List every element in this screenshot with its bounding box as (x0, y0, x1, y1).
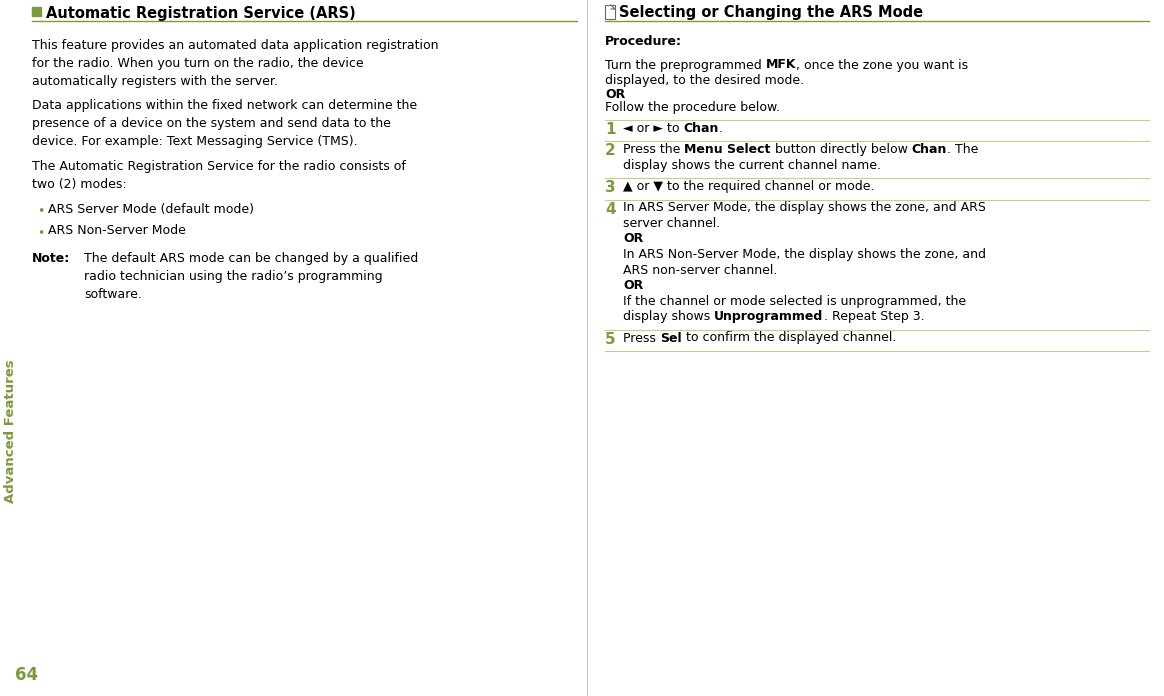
Text: Selecting or Changing the ARS Mode: Selecting or Changing the ARS Mode (619, 5, 923, 20)
Text: 4: 4 (605, 202, 616, 216)
Text: ◄ or ► to: ◄ or ► to (623, 122, 683, 134)
Text: Chan: Chan (911, 143, 947, 156)
Text: OR: OR (605, 88, 625, 100)
Text: Menu Select: Menu Select (684, 143, 771, 156)
Text: Press the: Press the (623, 143, 684, 156)
Text: This feature provides an automated data application registration
for the radio. : This feature provides an automated data … (31, 39, 439, 88)
Text: , once the zone you want is: , once the zone you want is (796, 58, 968, 72)
Text: In ARS Server Mode, the display shows the zone, and ARS: In ARS Server Mode, the display shows th… (623, 202, 986, 214)
Text: Press: Press (623, 331, 660, 345)
Text: OR: OR (623, 232, 644, 246)
Text: Follow the procedure below.: Follow the procedure below. (605, 101, 780, 114)
Text: 1: 1 (605, 122, 616, 136)
Text: .: . (719, 122, 723, 134)
Text: The default ARS mode can be changed by a qualified
radio technician using the ra: The default ARS mode can be changed by a… (84, 252, 418, 301)
Text: button directly below: button directly below (771, 143, 911, 156)
Text: Procedure:: Procedure: (605, 35, 682, 48)
Text: 3: 3 (605, 180, 616, 195)
Bar (31, 7, 41, 16)
Text: 2: 2 (605, 143, 616, 158)
Text: Data applications within the fixed network can determine the
presence of a devic: Data applications within the fixed netwo… (31, 100, 417, 148)
Text: The Automatic Registration Service for the radio consists of
two (2) modes:: The Automatic Registration Service for t… (31, 160, 406, 191)
Text: OR: OR (623, 279, 644, 292)
Text: Sel: Sel (660, 331, 681, 345)
Text: displayed, to the desired mode.: displayed, to the desired mode. (605, 74, 804, 87)
Text: Advanced Features: Advanced Features (5, 360, 17, 503)
Text: display shows: display shows (623, 310, 715, 323)
Text: ARS non-server channel.: ARS non-server channel. (623, 264, 778, 276)
Text: 5: 5 (605, 331, 616, 347)
Text: Chan: Chan (683, 122, 719, 134)
Text: If the channel or mode selected is unprogrammed, the: If the channel or mode selected is unpro… (623, 294, 966, 308)
Text: In ARS Non-Server Mode, the display shows the zone, and: In ARS Non-Server Mode, the display show… (623, 248, 986, 261)
Text: server channel.: server channel. (623, 217, 721, 230)
Text: . The: . The (947, 143, 979, 156)
Text: Automatic Registration Service (ARS): Automatic Registration Service (ARS) (47, 6, 356, 21)
Text: Turn the preprogrammed: Turn the preprogrammed (605, 58, 766, 72)
Text: 64: 64 (15, 666, 38, 684)
Text: display shows the current channel name.: display shows the current channel name. (623, 159, 881, 171)
Text: •: • (37, 205, 44, 218)
Text: ARS Non-Server Mode: ARS Non-Server Mode (48, 225, 186, 237)
Text: ARS Server Mode (default mode): ARS Server Mode (default mode) (48, 203, 254, 216)
Text: ▲ or ▼ to the required channel or mode.: ▲ or ▼ to the required channel or mode. (623, 180, 874, 193)
Text: •: • (37, 226, 44, 239)
Text: MFK: MFK (766, 58, 796, 72)
Text: . Repeat Step 3.: . Repeat Step 3. (823, 310, 924, 323)
Text: to confirm the displayed channel.: to confirm the displayed channel. (681, 331, 896, 345)
Text: Unprogrammed: Unprogrammed (715, 310, 823, 323)
Text: Note:: Note: (31, 252, 70, 265)
